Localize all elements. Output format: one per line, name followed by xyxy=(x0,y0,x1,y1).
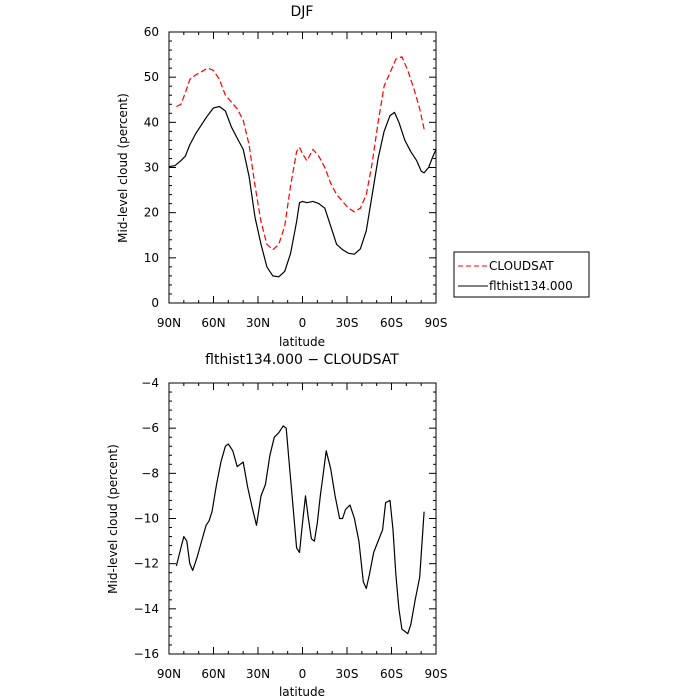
bottom-y-tick-label: −4 xyxy=(141,376,159,390)
bottom-x-tick-labels: 90N 60N 30N 0 30S 60S 90S xyxy=(157,667,448,681)
top-series-lines xyxy=(168,56,437,278)
bottom-x-tick-label: 0 xyxy=(299,667,307,681)
bottom-chart-title: flthist134.000 − CLOUDSAT xyxy=(205,352,399,368)
bottom-y-tick-labels: −16 −14 −12 −10 −8 −6 −4 xyxy=(134,376,159,661)
top-x-tick-label: 60N xyxy=(201,316,225,330)
bottom-x-tick-label: 30S xyxy=(336,667,359,681)
bottom-axis-ticks xyxy=(168,382,437,655)
bottom-y-axis-label: Mid-level cloud (percent) xyxy=(106,444,120,594)
bottom-x-tick-label: 60N xyxy=(201,667,225,681)
top-chart: DJF 0 10 20 30 40 50 60 90N 60N 30N 0 30S 60S 90S la… xyxy=(116,4,447,349)
bottom-x-tick-label: 60S xyxy=(380,667,403,681)
bottom-x-tick-label: 90N xyxy=(157,667,181,681)
top-x-tick-labels: 90N 60N 30N 0 30S 60S 90S xyxy=(157,316,448,330)
top-y-tick-label: 40 xyxy=(144,115,159,129)
top-axis-ticks xyxy=(168,31,437,304)
top-x-tick-label: 90N xyxy=(157,316,181,330)
legend-label-cloudsat: CLOUDSAT xyxy=(489,259,554,273)
bottom-y-tick-label: −8 xyxy=(141,466,159,480)
top-y-tick-label: 50 xyxy=(144,70,159,84)
top-chart-title: DJF xyxy=(291,4,314,20)
top-x-tick-label: 30N xyxy=(246,316,270,330)
top-y-axis-label: Mid-level cloud (percent) xyxy=(116,93,130,243)
top-series-line-cloudsat xyxy=(176,56,425,251)
bottom-y-tick-label: −10 xyxy=(134,512,159,526)
top-x-axis-label: latitude xyxy=(279,335,325,349)
bottom-x-tick-label: 30N xyxy=(246,667,270,681)
bottom-x-axis-label: latitude xyxy=(279,685,325,699)
bottom-y-tick-label: −6 xyxy=(141,421,159,435)
bottom-y-tick-label: −12 xyxy=(134,557,159,571)
legend: CLOUDSAT flthist134.000 xyxy=(453,251,590,298)
top-x-tick-label: 30S xyxy=(336,316,359,330)
top-x-tick-label: 90S xyxy=(425,316,448,330)
bottom-series-line-0 xyxy=(175,425,425,635)
bottom-series-lines xyxy=(175,425,425,635)
bottom-y-tick-label: −16 xyxy=(134,647,159,661)
top-y-tick-label: 0 xyxy=(151,296,159,310)
top-y-tick-label: 20 xyxy=(144,206,159,220)
legend-label-model: flthist134.000 xyxy=(489,279,573,293)
top-x-tick-label: 60S xyxy=(380,316,403,330)
bottom-y-tick-label: −14 xyxy=(134,602,159,616)
bottom-chart: flthist134.000 − CLOUDSAT −16 −14 −12 −10 −8… xyxy=(106,352,447,699)
top-plot-frame xyxy=(168,31,437,304)
top-y-tick-labels: 0 10 20 30 40 50 60 xyxy=(144,25,159,310)
bottom-x-tick-label: 90S xyxy=(425,667,448,681)
top-y-tick-label: 10 xyxy=(144,251,159,265)
top-y-tick-label: 30 xyxy=(144,161,159,175)
top-y-tick-label: 60 xyxy=(144,25,159,39)
legend-box xyxy=(453,251,590,298)
top-x-tick-label: 0 xyxy=(299,316,307,330)
top-series-line-flthist134-000 xyxy=(168,105,437,278)
